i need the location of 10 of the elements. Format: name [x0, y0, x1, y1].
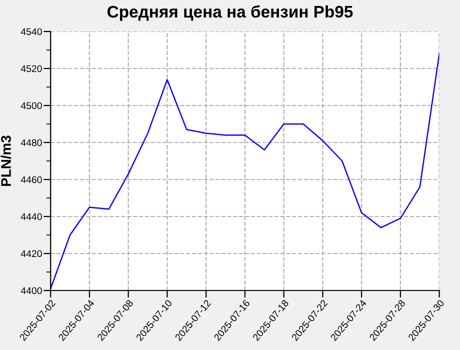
y-axis-title: PLN/m3 — [0, 136, 12, 186]
y-tick-label: 4520 — [20, 65, 42, 72]
y-tick-label: 4440 — [20, 213, 42, 220]
y-tick-label: 4400 — [20, 287, 42, 294]
y-tick-label: 4460 — [20, 176, 42, 184]
y-tick-label: 4500 — [20, 102, 42, 110]
y-tick-label: 4480 — [20, 139, 42, 146]
y-tick-label: 4540 — [20, 28, 42, 36]
chart-title: Средняя цена на бензин Pb95 — [108, 5, 353, 21]
y-tick-label: 4420 — [20, 250, 42, 258]
